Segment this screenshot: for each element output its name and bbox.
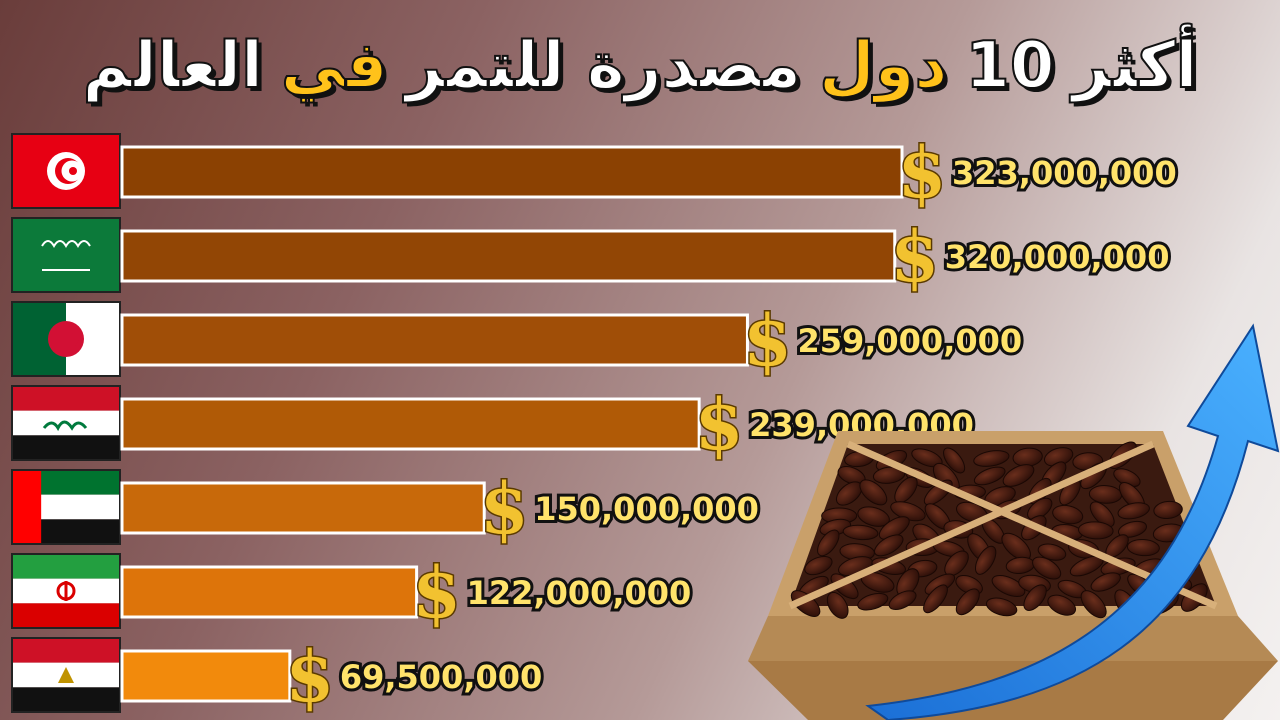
dollar-sign-icon: $: [695, 383, 744, 466]
dollar-sign-icon: $: [743, 299, 792, 382]
bar-row: $323,000,000: [11, 130, 1180, 216]
iran-flag-icon: [11, 553, 121, 629]
title-word-most: أكثر: [1071, 28, 1198, 104]
title-word-countries: دول: [818, 28, 948, 104]
bar: [120, 145, 904, 199]
bar: [120, 565, 419, 619]
dollar-sign-icon: $: [480, 467, 529, 550]
bar-row: $320,000,000: [11, 214, 1172, 300]
bar-value-label: 259,000,000: [797, 322, 1022, 360]
dates-box-icon: [748, 431, 1278, 720]
bar: [120, 229, 897, 283]
iraq-flag-icon: [11, 385, 121, 461]
dollar-sign-icon: $: [898, 131, 947, 214]
dates-box-photo: [748, 323, 1280, 720]
bar-row: $69,500,000: [11, 634, 545, 720]
title-number-ten: 10: [964, 28, 1055, 104]
bar-row: $259,000,000: [11, 298, 1025, 384]
title-word-in: في: [280, 28, 389, 104]
dollar-sign-icon: $: [412, 551, 461, 634]
uae-flag-icon: [11, 469, 121, 545]
bar-row: $122,000,000: [11, 550, 694, 636]
title-exporters-of-dates: مصدرة للتمر: [405, 28, 803, 104]
algeria-flag-icon: [11, 301, 121, 377]
tunisia-flag-icon: [11, 133, 121, 209]
egypt-flag-icon: [11, 637, 121, 713]
bar-value-label: 323,000,000: [952, 154, 1177, 192]
saudi-flag-icon: [11, 217, 121, 293]
bar-row: $150,000,000: [11, 466, 762, 552]
dollar-sign-icon: $: [285, 635, 334, 718]
chart-title: أكثر 10 دول مصدرة للتمر في العالم: [0, 16, 1280, 116]
bar: [120, 649, 292, 703]
bar: [120, 313, 749, 367]
bar: [120, 397, 701, 451]
bar: [120, 481, 486, 535]
title-word-world: العالم: [82, 28, 264, 104]
bar-value-label: 69,500,000: [340, 658, 542, 696]
bar-value-label: 320,000,000: [945, 238, 1170, 276]
blue-rising-arrow-icon: [865, 323, 1280, 720]
bar-chart: $323,000,000$ 320,000,000$ 259,000,000$ 239…: [11, 130, 1180, 720]
dollar-sign-icon: $: [890, 215, 939, 298]
bar-value-label: 150,000,000: [534, 490, 759, 528]
bar-value-label: 122,000,000: [467, 574, 692, 612]
